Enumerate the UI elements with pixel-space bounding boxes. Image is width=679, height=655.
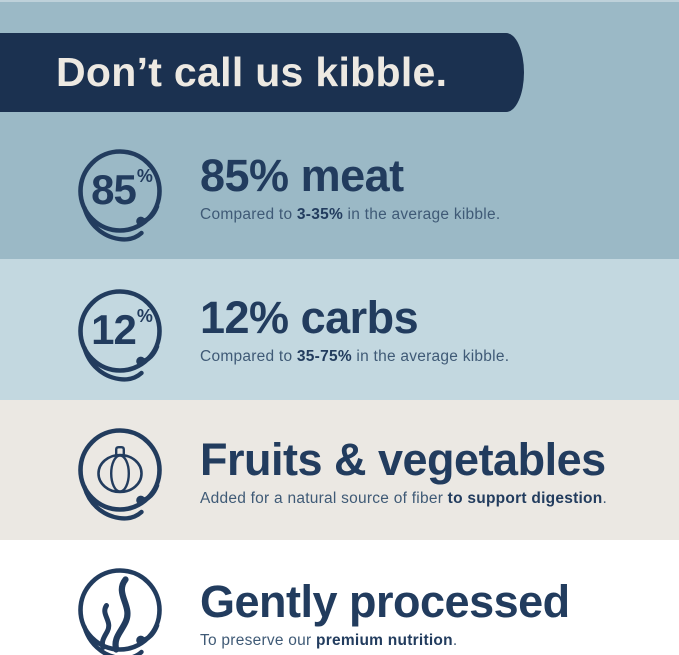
feature-text-fruits-vegetables: Fruits & vegetables Added for a natural … — [200, 436, 670, 508]
feature-heading: Fruits & vegetables — [200, 434, 606, 485]
feature-subtext: Compared to 35-75% in the average kibble… — [200, 348, 510, 366]
pumpkin-icon — [73, 421, 173, 531]
feature-text-meat: 85% meat Compared to 3-35% in the averag… — [200, 152, 670, 224]
feature-heading: Gently processed — [200, 576, 570, 627]
feature-subtext: Added for a natural source of fiber to s… — [200, 490, 608, 508]
percent-circle-icon: 12% — [73, 282, 173, 392]
section-processed-background — [0, 540, 679, 655]
steam-icon — [73, 561, 173, 655]
feature-text-carbs: 12% carbs Compared to 35-75% in the aver… — [200, 294, 670, 366]
feature-text-gently-processed: Gently processed To preserve our premium… — [200, 578, 670, 650]
percent-circle-icon: 85% — [73, 142, 173, 252]
feature-subtext: To preserve our premium nutrition. — [200, 632, 458, 650]
headline-title: Don’t call us kibble. — [56, 49, 448, 95]
feature-subtext: Compared to 3-35% in the average kibble. — [200, 206, 501, 224]
icon-percent-value: 85% — [91, 166, 153, 213]
feature-heading: 12% carbs — [200, 292, 419, 343]
feature-heading: 85% meat — [200, 150, 404, 201]
icon-percent-value: 12% — [91, 306, 153, 353]
headline-banner: Don’t call us kibble. — [0, 33, 524, 112]
